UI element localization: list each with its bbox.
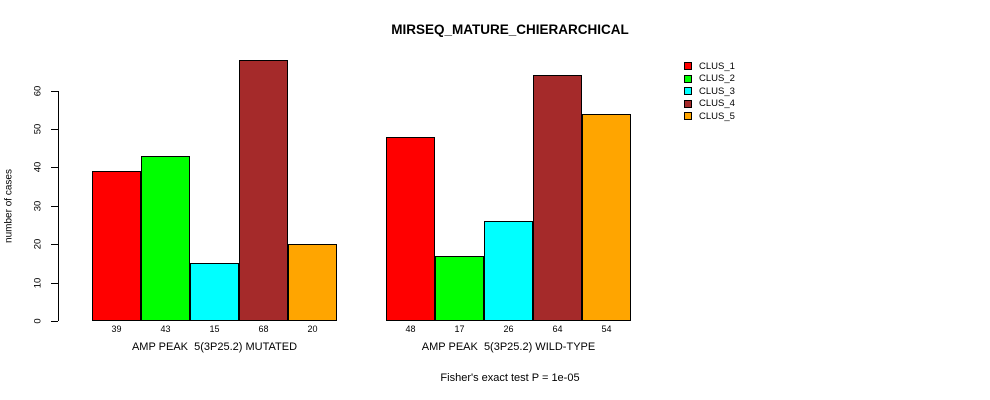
bar-value-label: 17	[454, 324, 465, 334]
legend-label: CLUS_2	[699, 73, 735, 85]
bar-clus_1	[92, 171, 141, 321]
group-label: AMP PEAK 5(3P25.2) WILD-TYPE	[421, 341, 596, 353]
bar-clus_2	[435, 255, 484, 321]
bar-value-label: 26	[503, 324, 514, 334]
y-axis-tick-label: 60	[32, 85, 44, 96]
y-axis-tick	[51, 167, 58, 169]
y-axis-tick-label: 50	[32, 123, 44, 135]
chart-title: MIRSEQ_MATURE_CHIERARCHICAL	[391, 22, 629, 37]
legend-swatch	[684, 87, 692, 96]
y-axis-tick	[51, 244, 58, 246]
legend-item: CLUS_1	[684, 60, 735, 73]
bar-value-label: 64	[552, 324, 563, 334]
legend-label: CLUS_1	[699, 60, 735, 72]
bar-value-label: 43	[160, 324, 171, 334]
legend-label: CLUS_4	[699, 98, 735, 110]
y-axis-tick	[51, 282, 58, 284]
legend: CLUS_1 CLUS_2 CLUS_3 CLUS_4 CLUS_5	[684, 60, 735, 123]
y-axis-tick	[51, 205, 58, 207]
legend-item: CLUS_4	[684, 98, 735, 111]
y-axis-tick-label: 10	[32, 277, 44, 288]
bar-clus_4	[239, 59, 288, 321]
y-axis-tick	[51, 90, 58, 92]
legend-swatch	[684, 62, 692, 71]
group-label: AMP PEAK 5(3P25.2) MUTATED	[131, 341, 298, 353]
bar-value-label: 15	[209, 324, 220, 334]
y-axis-tick-label: 40	[32, 162, 44, 173]
legend-swatch	[684, 74, 692, 83]
bar-value-label: 54	[601, 324, 612, 334]
bar-value-label: 68	[258, 324, 269, 334]
y-axis-line	[58, 90, 59, 321]
legend-swatch	[684, 99, 692, 108]
bar-value-label: 48	[405, 324, 416, 334]
y-axis-tick-label: 20	[32, 238, 44, 250]
bar-clus_3	[190, 263, 239, 321]
bar-value-label: 39	[111, 324, 122, 334]
bar-clus_5	[582, 113, 631, 321]
legend-swatch	[684, 112, 692, 121]
legend-item: CLUS_3	[684, 85, 735, 98]
bar-value-label: 20	[307, 324, 318, 334]
bar-clus_4	[533, 75, 582, 321]
footnote: Fisher's exact test P = 1e-05	[440, 372, 580, 384]
bar-clus_3	[484, 221, 533, 321]
legend-label: CLUS_5	[699, 110, 735, 122]
legend-item: CLUS_2	[684, 73, 735, 86]
bar-clus_1	[386, 136, 435, 321]
legend-label: CLUS_3	[699, 85, 735, 97]
y-axis-tick	[51, 321, 58, 322]
y-axis-tick	[51, 129, 58, 130]
legend-item: CLUS_5	[684, 110, 735, 123]
y-axis-tick-label: 30	[32, 200, 44, 212]
y-axis-tick-label: 0	[32, 318, 44, 324]
bar-clus_2	[141, 155, 190, 321]
bar-clus_5	[288, 244, 337, 321]
